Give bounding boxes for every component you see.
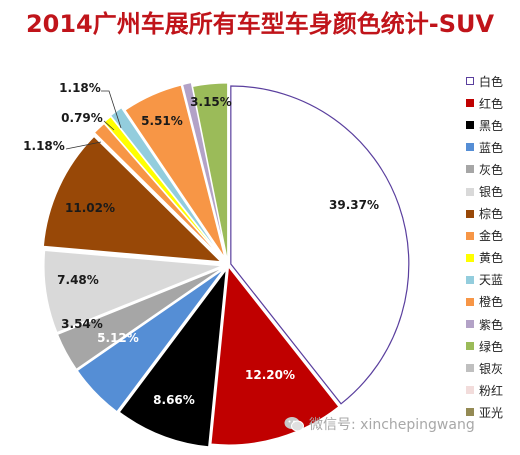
chart-title: 2014广州车展所有车型车身颜色统计-SUV [25,10,495,38]
data-label: 5.51% [141,114,183,128]
legend-swatch [466,99,474,108]
legend-item: 棕色 [466,203,520,225]
watermark-text: 微信号: xinchepingwang [309,417,475,433]
legend-swatch [466,143,474,152]
legend-label: 白色 [479,74,504,89]
legend-swatch [466,209,474,218]
legend-label: 天蓝 [479,273,504,288]
pie-chart: 39.37% 12.20% 8.66% 5.12%3.54% 7.48% 11.02% 1.… [23,81,410,448]
data-label: 39.37% [329,198,379,212]
legend-swatch [466,275,474,284]
pie-slice-2 [210,265,340,446]
legend-swatch [466,386,474,395]
legend-swatch [466,187,474,196]
data-label: 3.54% [61,317,103,331]
legend-swatch [466,320,474,329]
legend-label: 棕色 [479,207,504,222]
legend-swatch [466,165,474,174]
legend-swatch [466,253,474,262]
data-label: 1.18% [59,81,101,95]
legend-label: 红色 [479,96,504,111]
data-label: 11.02% [65,201,115,215]
pie-slice-9 [103,116,222,257]
legend-swatch [466,364,474,373]
legend-item: 银灰 [466,357,520,379]
legend-item: 白色 [466,70,520,92]
legend-label: 银色 [479,185,504,200]
legend-item: 红色 [466,92,520,114]
legend-item: 蓝色 [466,136,520,158]
wechat-icon [284,416,304,432]
legend-swatch [466,297,474,306]
legend-swatch [466,408,474,417]
legend-label: 蓝色 [479,140,504,155]
legend-item: 灰色 [466,158,520,180]
pie-slice-11 [124,84,226,258]
data-label: 7.48% [57,273,99,287]
pie-slice-1 [230,85,410,405]
legend-item: 紫色 [466,313,520,335]
legend-label: 亚光 [479,405,504,420]
legend-swatch [466,231,474,240]
legend-swatch [466,121,474,130]
pie-slice-4 [76,268,225,413]
legend-item: 天蓝 [466,269,520,291]
pie-slice-13 [192,82,229,262]
pie-slice-3 [118,267,227,448]
legend-swatch [466,342,474,351]
legend-label: 灰色 [479,162,504,177]
pie-slice-7 [42,135,223,263]
legend-item: 亚光 [466,401,520,423]
watermark: 微信号: xinchepingwang [284,414,475,434]
pie-slice-12 [182,82,227,258]
legend-item: 银色 [466,180,520,202]
leader-line [101,90,122,129]
data-label: 12.20% [245,368,295,382]
pie-slice-5 [56,267,224,370]
legend-label: 黄色 [479,251,504,266]
legend-label: 金色 [479,229,504,244]
data-label: 3.15% [190,95,232,109]
data-label: 8.66% [153,393,195,407]
legend-label: 紫色 [479,317,504,332]
leader-line [103,120,115,131]
legend-item: 黄色 [466,247,520,269]
pie-slice-6 [43,249,223,334]
legend-label: 黑色 [479,118,504,133]
legend-label: 粉红 [479,383,504,398]
legend-item: 粉红 [466,379,520,401]
legend-label: 橙色 [479,295,504,310]
data-label: 1.18% [23,139,65,153]
legend-swatch [466,77,474,86]
leader-line [65,141,102,150]
legend-item: 橙色 [466,291,520,313]
legend-item: 黑色 [466,114,520,136]
legend-item: 金色 [466,225,520,247]
data-label: 5.12% [97,331,139,345]
pie-slice-8 [93,122,222,259]
legend-item: 绿色 [466,335,520,357]
chart-legend: 白色红色黑色蓝色灰色银色棕色金色黄色天蓝橙色紫色绿色银灰粉红亚光 [466,70,520,424]
legend-label: 绿色 [479,339,504,354]
legend-label: 银灰 [479,361,504,376]
data-label: 0.79% [61,111,103,125]
